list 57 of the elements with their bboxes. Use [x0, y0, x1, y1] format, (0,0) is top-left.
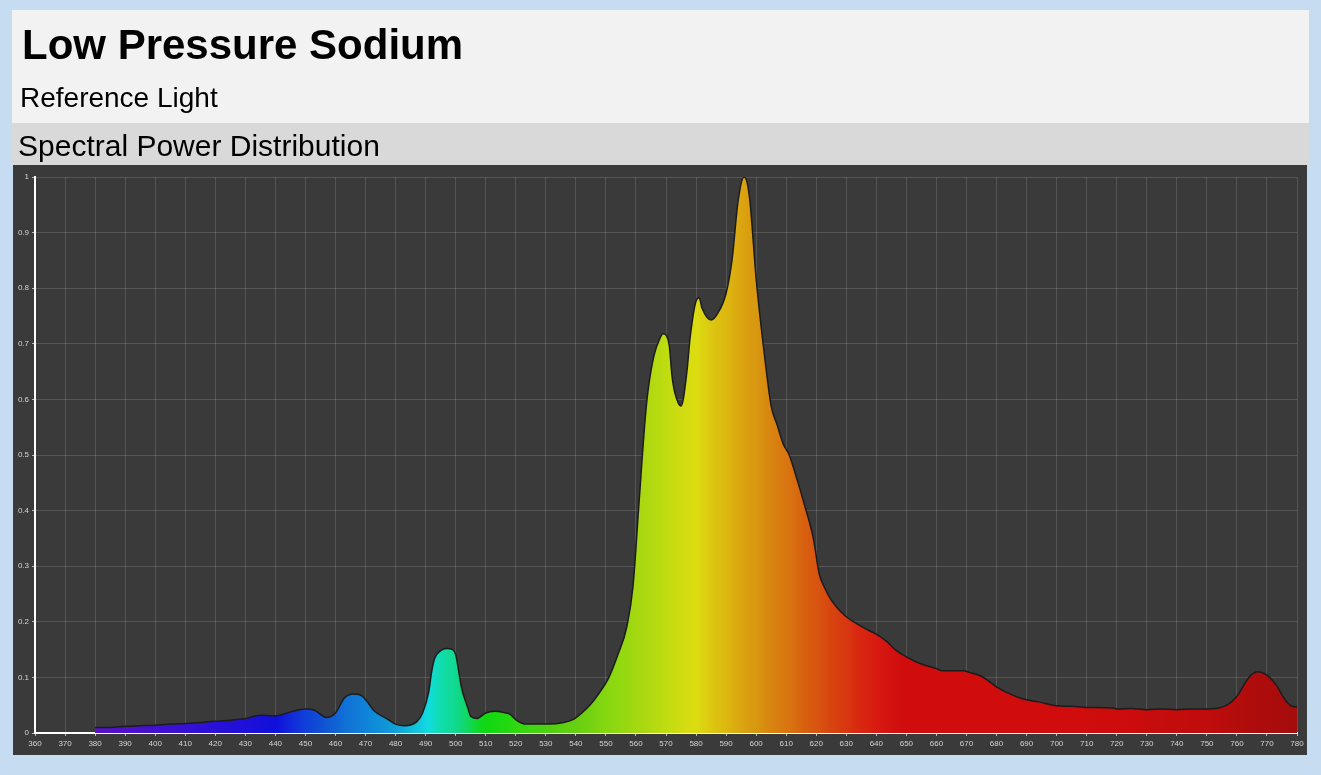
x-tick-label: 470 — [358, 739, 373, 748]
x-tick-label: 650 — [899, 739, 914, 748]
chart-subtitle: Reference Light — [20, 82, 218, 114]
x-tick-label: 580 — [689, 739, 704, 748]
x-tick-label: 760 — [1230, 739, 1245, 748]
x-tick-label: 690 — [1019, 739, 1034, 748]
x-tick-label: 670 — [959, 739, 974, 748]
text: Spectral Power Distribution — [18, 129, 380, 163]
x-tick-label: 480 — [388, 739, 403, 748]
x-tick-label: 730 — [1140, 739, 1154, 748]
y-tick-label: 0.2 — [17, 617, 30, 626]
y-tick-label: 1 — [24, 172, 30, 182]
x-tick-label: 560 — [629, 739, 644, 748]
y-tick-label: 0 — [24, 728, 30, 738]
x-tick-label: 390 — [118, 739, 133, 748]
x-tick-label: 370 — [58, 739, 73, 748]
x-tick-label: 500 — [448, 739, 463, 748]
x-tick-label: 640 — [869, 739, 884, 748]
x-tick-label: 490 — [418, 739, 433, 748]
x-tick-label: 630 — [839, 739, 854, 748]
y-tick-label: 0.9 — [17, 227, 30, 237]
y-tick-label: 0.7 — [17, 339, 30, 348]
x-tick-label: 420 — [208, 739, 223, 748]
x-tick-label: 680 — [989, 739, 1004, 748]
x-tick-label: 620 — [809, 739, 824, 748]
x-tick-label: 540 — [569, 739, 584, 748]
x-tick-label: 450 — [298, 739, 313, 748]
x-tick-label: 520 — [509, 739, 523, 748]
y-tick-label: 0.4 — [17, 505, 30, 515]
x-tick-label: 770 — [1260, 739, 1275, 748]
x-tick-label: 410 — [178, 739, 193, 748]
y-tick-label: 0.8 — [17, 283, 30, 293]
y-tick-label: 0.1 — [17, 672, 30, 682]
y-tick-label: 0.6 — [17, 394, 30, 404]
x-tick-label: 780 — [1290, 739, 1305, 748]
x-tick-label: 380 — [88, 739, 103, 748]
x-tick-label: 740 — [1170, 739, 1185, 748]
chart-title: Low Pressure Sodium — [22, 21, 464, 69]
x-tick-label: 590 — [719, 739, 734, 748]
x-tick-label: 570 — [659, 739, 674, 748]
x-tick-label: 550 — [599, 739, 614, 748]
x-tick-label: 700 — [1049, 739, 1064, 748]
x-tick-label: 710 — [1079, 739, 1094, 748]
x-tick-label: 660 — [929, 739, 944, 748]
x-tick-label: 510 — [479, 739, 493, 748]
x-tick-label: 720 — [1110, 739, 1124, 748]
x-tick-label: 750 — [1200, 739, 1215, 748]
x-tick-label: 460 — [328, 739, 343, 748]
x-tick-label: 360 — [28, 739, 43, 748]
x-tick-label: 430 — [238, 739, 253, 748]
x-tick-label: 440 — [268, 739, 283, 748]
y-tick-label: 0.3 — [17, 561, 30, 571]
x-tick-label: 600 — [749, 739, 764, 748]
y-tick-label: 0.5 — [17, 450, 30, 460]
x-tick-label: 610 — [779, 739, 794, 748]
x-tick-label: 530 — [539, 739, 554, 748]
x-tick-label: 400 — [148, 739, 163, 748]
